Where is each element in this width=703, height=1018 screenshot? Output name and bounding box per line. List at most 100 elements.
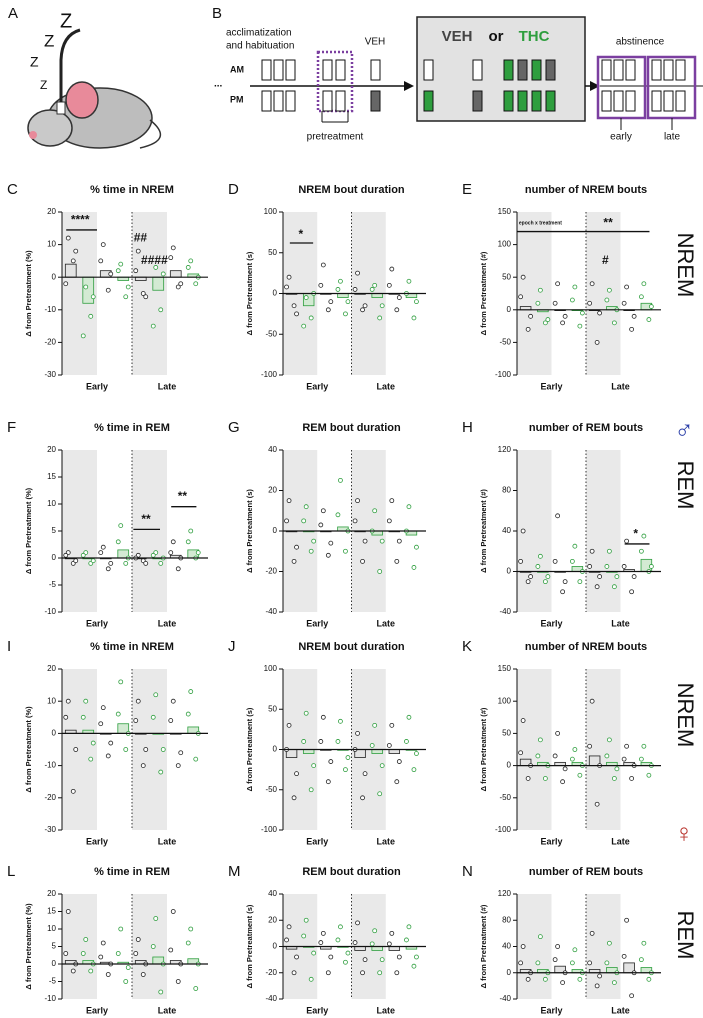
data-point (589, 548, 595, 554)
data-point (286, 924, 292, 930)
bar (371, 749, 383, 754)
y-tick-label: -40 (265, 994, 277, 1003)
panel-title: NREM bout duration (298, 641, 405, 653)
y-tick-label: 0 (52, 272, 57, 281)
day-box (423, 90, 434, 112)
data-point (284, 284, 289, 290)
data-point (624, 538, 630, 544)
x-tick-label: Late (376, 1005, 395, 1015)
data-point (560, 980, 566, 985)
data-point (629, 776, 635, 781)
annotation: * (633, 526, 638, 540)
data-point (343, 548, 348, 554)
y-tick-label: 100 (264, 664, 278, 673)
panel-title: % time in REM (94, 866, 170, 878)
data-point (372, 508, 378, 514)
data-point (394, 558, 400, 564)
data-point (562, 766, 568, 772)
y-tick-label: 15 (47, 907, 56, 916)
row-label: NREM (673, 683, 698, 748)
data-point (572, 747, 578, 752)
day-box (545, 59, 556, 81)
label: ... (214, 79, 223, 90)
y-axis-label: Δ from Pretreatment (#) (479, 707, 488, 791)
data-point (168, 550, 174, 555)
data-point (158, 989, 164, 995)
label: VEH (365, 37, 386, 48)
data-point (320, 714, 326, 720)
data-point (345, 755, 351, 760)
label: and habituation (226, 41, 294, 52)
day-box (545, 90, 556, 112)
data-point (343, 311, 348, 317)
data-point (604, 297, 610, 303)
y-tick-label: 100 (264, 207, 278, 216)
data-point (311, 538, 317, 544)
data-point (345, 299, 351, 305)
data-point (535, 753, 541, 759)
data-point (528, 313, 534, 319)
data-point (396, 759, 402, 764)
y-tick-label: 50 (268, 704, 277, 713)
data-point (90, 558, 96, 564)
data-point (560, 320, 566, 326)
x-tick-label: Late (376, 381, 395, 391)
data-point (100, 242, 106, 248)
y-tick-label: 50 (268, 248, 277, 257)
data-point (389, 498, 395, 504)
y-tick-label: 0 (52, 729, 57, 738)
data-point (80, 714, 86, 720)
data-point (569, 960, 575, 966)
data-point (345, 950, 351, 956)
shade (62, 450, 97, 612)
data-point (525, 579, 531, 585)
data-point (518, 558, 524, 564)
panel-letter: G (228, 419, 240, 436)
panel-letter: L (7, 863, 15, 880)
data-point (125, 965, 131, 970)
data-point (629, 993, 635, 999)
data-point (105, 566, 111, 572)
data-point (355, 270, 360, 276)
y-tick-label: 20 (268, 486, 277, 495)
data-point (88, 968, 94, 974)
data-point (562, 579, 568, 585)
data-point (377, 970, 383, 976)
data-point (98, 550, 104, 555)
data-point (406, 504, 412, 510)
data-point (73, 248, 79, 254)
data-point (286, 274, 292, 280)
data-point (525, 976, 531, 982)
label: THC (519, 28, 550, 45)
annotation: ** (178, 489, 188, 503)
y-tick-label: 100 (498, 696, 512, 705)
data-point (108, 561, 114, 566)
data-point (611, 980, 617, 985)
data-point (624, 284, 630, 290)
data-point (555, 513, 561, 519)
y-tick-label: 10 (47, 240, 56, 249)
data-point (572, 284, 578, 290)
data-point (414, 954, 419, 960)
data-point (604, 753, 610, 759)
data-point (572, 947, 578, 953)
data-point (355, 731, 360, 736)
y-axis-label: Δ from Pretreatment (%) (24, 487, 33, 574)
data-point (160, 271, 166, 277)
shade (132, 212, 167, 375)
data-point (153, 692, 159, 698)
data-point (545, 317, 551, 322)
day-box (370, 59, 381, 81)
x-tick-label: Early (86, 618, 108, 628)
data-point (88, 756, 94, 762)
panel-title: number of NREM bouts (525, 184, 647, 196)
day-box (503, 59, 514, 81)
data-point (63, 951, 69, 956)
data-point (372, 722, 378, 728)
data-point (143, 561, 149, 566)
data-point (338, 477, 343, 483)
data-point (624, 917, 630, 923)
data-point (520, 718, 526, 723)
data-point (646, 772, 652, 778)
data-point (518, 294, 524, 300)
